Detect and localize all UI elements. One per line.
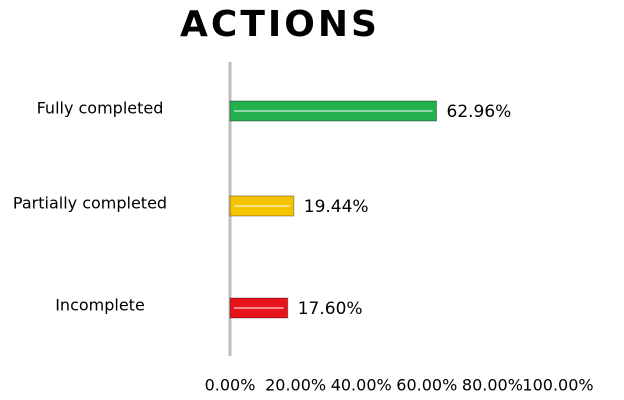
- x-tick-label: 20.00%: [265, 376, 326, 395]
- x-tick-label: 0.00%: [205, 376, 256, 395]
- chart-title: ACTIONS: [180, 4, 380, 45]
- x-tick-label: 40.00%: [331, 376, 392, 395]
- value-label: 19.44%: [304, 197, 369, 217]
- x-tick-label: 80.00%: [462, 376, 523, 395]
- category-label: Partially completed: [13, 194, 167, 213]
- category-label: Fully completed: [37, 99, 164, 118]
- value-label: 17.60%: [298, 299, 363, 319]
- category-label: Incomplete: [55, 296, 145, 315]
- value-label: 62.96%: [447, 102, 512, 122]
- x-tick-label: 100.00%: [522, 376, 593, 395]
- x-tick-label: 60.00%: [396, 376, 457, 395]
